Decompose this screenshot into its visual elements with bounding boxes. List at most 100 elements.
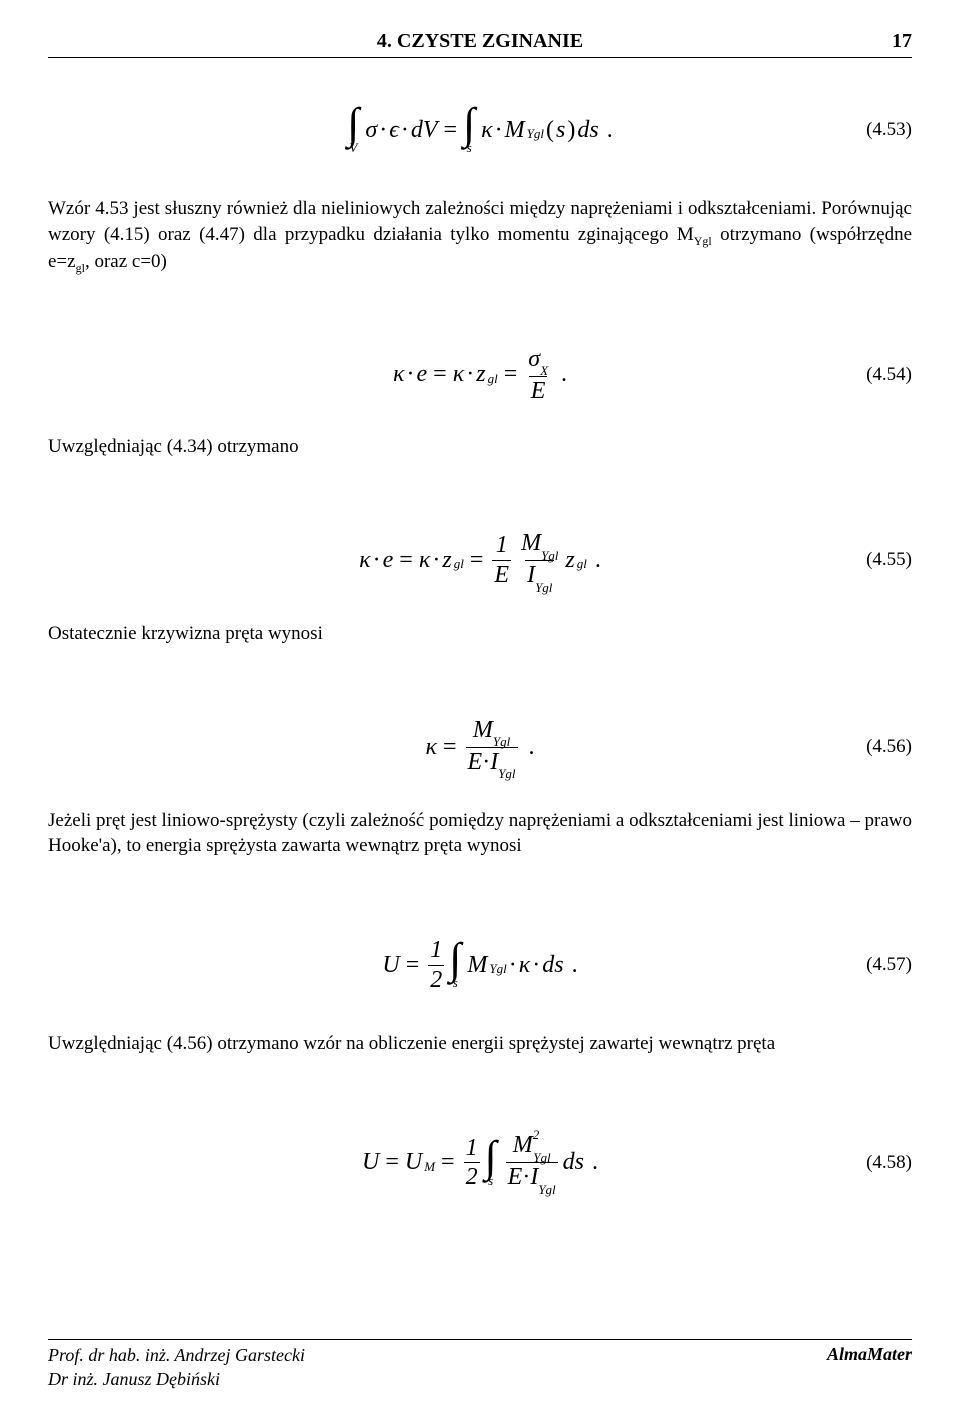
integral-symbol: ∫ s xyxy=(485,1139,501,1187)
integral-symbol: ∫ s xyxy=(449,941,465,989)
sigma: σ xyxy=(365,117,377,144)
e-var: e xyxy=(383,547,394,574)
subscript-gl: gl xyxy=(454,556,464,572)
ds: ds xyxy=(563,1149,584,1176)
equation-4-53: ∫ V σ · ϵ · dV = ∫ s κ · M Ygl ( s ) ds … xyxy=(48,94,912,166)
fraction-num: 1 xyxy=(494,532,510,559)
equation-number: (4.57) xyxy=(866,954,912,976)
u-var: U xyxy=(405,1149,422,1176)
fraction-den: 2 xyxy=(464,1162,480,1190)
m-var: M xyxy=(521,530,541,556)
header-title: 4. CZYSTE ZGINANIE xyxy=(377,30,583,53)
p1-text-c: , oraz c=0) xyxy=(85,251,167,272)
fraction-den: E·IYgl xyxy=(466,747,518,778)
dot-op: · xyxy=(406,361,414,388)
dot-op: · xyxy=(482,749,490,775)
equals: = xyxy=(395,547,417,574)
epsilon: ϵ xyxy=(389,117,399,144)
period: . xyxy=(566,952,578,979)
dv: dV xyxy=(411,117,438,144)
e-var: E xyxy=(508,1164,523,1190)
footer-authors: Prof. dr hab. inż. Andrzej Garstecki Dr … xyxy=(48,1344,305,1391)
footer-brand: AlmaMater xyxy=(827,1344,912,1391)
subscript-ygl: Ygl xyxy=(489,961,506,977)
s-var: s xyxy=(556,117,565,144)
footer-row: Prof. dr hab. inż. Andrzej Garstecki Dr … xyxy=(48,1344,912,1391)
kappa: κ xyxy=(453,361,465,388)
fraction-num: M2Ygl xyxy=(511,1132,553,1162)
m-var: M xyxy=(505,117,525,144)
subscript-gl: gl xyxy=(577,556,587,572)
equation-4-58: U = U M = 1 2 ∫ s M2Ygl E·IYgl ds . (4.5… xyxy=(48,1127,912,1199)
equals: = xyxy=(402,952,424,979)
fraction-m-i: MYgl IYgl xyxy=(516,530,563,591)
equals: = xyxy=(440,117,462,144)
footer-author-1: Prof. dr hab. inż. Andrzej Garstecki xyxy=(48,1344,305,1367)
equals: = xyxy=(439,734,461,761)
left-paren: ( xyxy=(546,117,554,144)
sigma: σ xyxy=(528,346,540,372)
footer-author-2: Dr inż. Janusz Dębiński xyxy=(48,1368,305,1391)
p1-sub1: Ygl xyxy=(694,233,712,247)
dot-op: · xyxy=(532,952,540,979)
kappa: κ xyxy=(481,117,493,144)
equals: = xyxy=(381,1149,403,1176)
equation-number: (4.56) xyxy=(866,736,912,758)
fraction-num: 1 xyxy=(464,1135,480,1162)
fraction-half: 1 2 xyxy=(461,1135,483,1191)
equals: = xyxy=(500,361,522,388)
equation-body: ∫ V σ · ϵ · dV = ∫ s κ · M Ygl ( s ) ds … xyxy=(347,106,612,154)
equals: = xyxy=(437,1149,459,1176)
fraction-num: 1 xyxy=(428,937,444,964)
page-footer: Prof. dr hab. inż. Andrzej Garstecki Dr … xyxy=(48,1339,912,1391)
right-paren: ) xyxy=(567,117,575,144)
subscript-ygl: Ygl xyxy=(527,126,544,142)
equation-body: κ · e = κ · z gl = σX E . xyxy=(393,346,567,404)
paragraph-2: Uwzględniając (4.34) otrzymano xyxy=(48,434,912,460)
fraction-den: IYgl xyxy=(525,560,554,591)
m-var: M xyxy=(473,717,493,743)
subscript-ygl: Ygl xyxy=(535,580,552,595)
fraction-den: E·IYgl xyxy=(506,1162,558,1193)
kappa: κ xyxy=(519,952,531,979)
e-var: E xyxy=(468,749,483,775)
fraction-half: 1 2 xyxy=(425,937,447,993)
z-var: z xyxy=(565,547,574,574)
subscript-ygl: Ygl xyxy=(493,734,510,749)
fraction-den: 2 xyxy=(428,965,444,993)
superscript-2: 2 xyxy=(533,1127,540,1142)
footer-rule xyxy=(48,1339,912,1340)
equation-4-55: κ · e = κ · z gl = 1 E MYgl IYgl z gl . … xyxy=(48,530,912,591)
m-var: M xyxy=(467,952,487,979)
u-var: U xyxy=(362,1149,379,1176)
e-var: e xyxy=(416,361,427,388)
ds: ds xyxy=(542,952,563,979)
dot-op: · xyxy=(509,952,517,979)
fraction-num: σX xyxy=(526,346,550,376)
equation-number: (4.53) xyxy=(866,119,912,141)
kappa: κ xyxy=(393,361,405,388)
equals: = xyxy=(429,361,451,388)
equation-4-57: U = 1 2 ∫ s M Ygl · κ · ds . (4.57) xyxy=(48,929,912,1001)
dot-op: · xyxy=(401,117,409,144)
kappa: κ xyxy=(359,547,371,574)
z-var: z xyxy=(442,547,451,574)
subscript-ygl: Ygl xyxy=(538,1182,555,1197)
i-var: I xyxy=(527,562,535,588)
fraction-1-e: 1 E xyxy=(489,532,514,588)
p1-sub2: gl xyxy=(76,260,85,274)
dot-op: · xyxy=(379,117,387,144)
kappa: κ xyxy=(419,547,431,574)
subscript-ygl: Ygl xyxy=(533,1150,550,1165)
period: . xyxy=(523,734,535,761)
ds: ds xyxy=(577,117,598,144)
integral-symbol: ∫ V xyxy=(347,106,363,154)
dot-op: · xyxy=(466,361,474,388)
subscript-gl: gl xyxy=(488,371,498,387)
period: . xyxy=(589,547,601,574)
z-var: z xyxy=(476,361,485,388)
subscript-ygl: Ygl xyxy=(541,548,558,563)
fraction-num: MYgl xyxy=(471,717,512,747)
equation-number: (4.58) xyxy=(866,1152,912,1174)
equation-4-56: κ = MYgl E·IYgl . (4.56) xyxy=(48,717,912,778)
